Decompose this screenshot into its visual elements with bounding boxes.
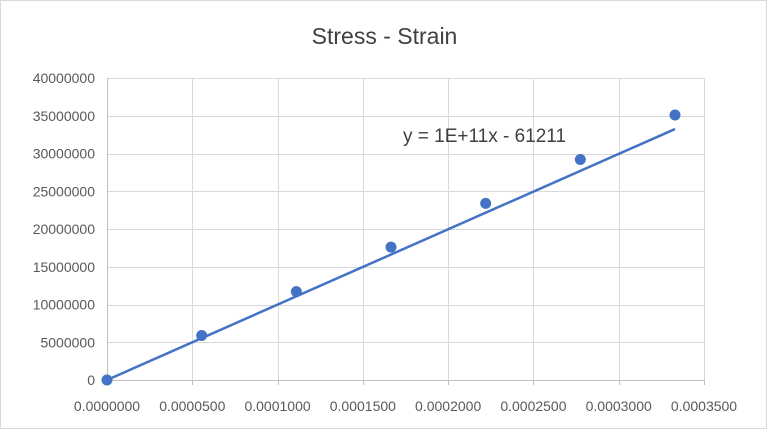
x-tick-label: 0.0000000: [74, 398, 140, 414]
y-tick-label: 5000000: [40, 334, 95, 350]
x-tick-label: 0.0001000: [244, 398, 310, 414]
x-tick-label: 0.0002000: [415, 398, 481, 414]
x-tick-label: 0.0000500: [159, 398, 225, 414]
x-tick-label: 0.0003000: [586, 398, 652, 414]
y-tick-label: 10000000: [33, 297, 96, 313]
y-tick-label: 15000000: [33, 259, 96, 275]
grid-lines: [107, 78, 705, 380]
data-point: [480, 197, 492, 209]
axes: [107, 78, 705, 385]
y-tick-label: 35000000: [33, 108, 96, 124]
data-point: [196, 329, 208, 341]
y-tick-label: 0: [87, 372, 95, 388]
data-point: [574, 154, 586, 166]
y-tick-label: 20000000: [33, 221, 96, 237]
x-tick-label: 0.0003500: [671, 398, 737, 414]
tick-labels: 0 5000000 10000000 15000000 20000000 25000000…: [33, 70, 738, 414]
y-tick-label: 30000000: [33, 146, 96, 162]
trendline-equation: y = 1E+11x - 61211: [403, 126, 566, 147]
data-point: [290, 286, 302, 298]
x-tick-label: 0.0001500: [330, 398, 396, 414]
data-points: [101, 109, 681, 386]
data-point: [669, 109, 681, 121]
x-tick-label: 0.0002500: [500, 398, 566, 414]
data-point: [101, 374, 113, 386]
y-tick-label: 25000000: [33, 183, 96, 199]
y-tick-label: 40000000: [33, 70, 96, 86]
data-point: [385, 241, 397, 253]
chart-title: Stress - Strain: [311, 23, 458, 49]
